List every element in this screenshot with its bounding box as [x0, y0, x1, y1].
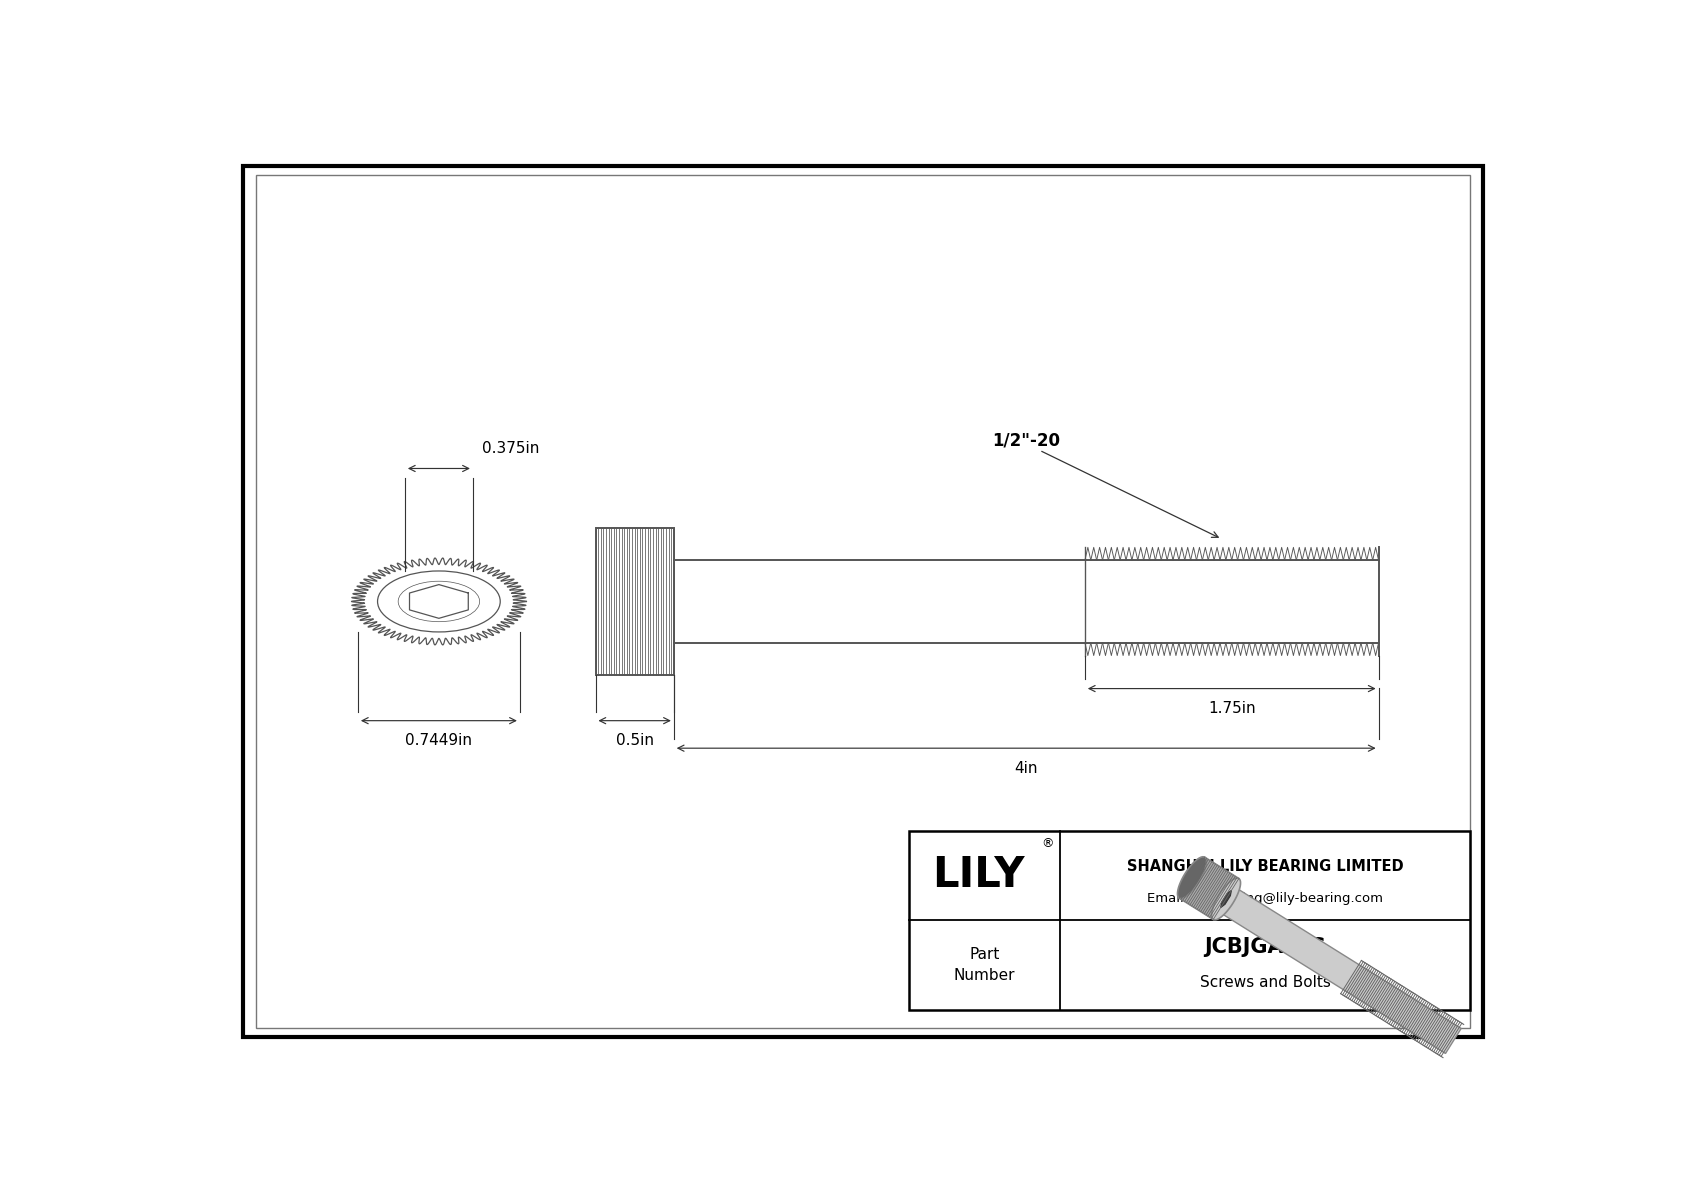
Bar — [596, 528, 674, 675]
Ellipse shape — [377, 570, 500, 632]
Text: 0.7449in: 0.7449in — [406, 734, 473, 748]
Polygon shape — [1218, 886, 1462, 1054]
Text: Screws and Bolts: Screws and Bolts — [1199, 975, 1330, 990]
Text: LILY: LILY — [931, 854, 1024, 897]
Text: Email: lilybearing@lily-bearing.com: Email: lilybearing@lily-bearing.com — [1147, 892, 1383, 905]
Text: 1/2"-20: 1/2"-20 — [992, 432, 1061, 450]
Polygon shape — [1179, 858, 1239, 919]
Text: 1.75in: 1.75in — [1207, 701, 1256, 716]
Text: 0.375in: 0.375in — [482, 441, 539, 456]
Polygon shape — [1177, 856, 1206, 898]
Text: SHANGHAI LILY BEARING LIMITED: SHANGHAI LILY BEARING LIMITED — [1127, 859, 1403, 874]
Polygon shape — [1218, 886, 1234, 911]
Bar — [909, 831, 1470, 1010]
Text: 4in: 4in — [1014, 761, 1037, 775]
Polygon shape — [1221, 891, 1231, 908]
Text: ®: ® — [1041, 837, 1054, 850]
Text: Part
Number: Part Number — [953, 947, 1015, 983]
Text: 0.5in: 0.5in — [616, 734, 653, 748]
Bar — [674, 560, 1379, 643]
Text: JCBJGADJG: JCBJGADJG — [1204, 937, 1325, 956]
Polygon shape — [1211, 878, 1241, 919]
